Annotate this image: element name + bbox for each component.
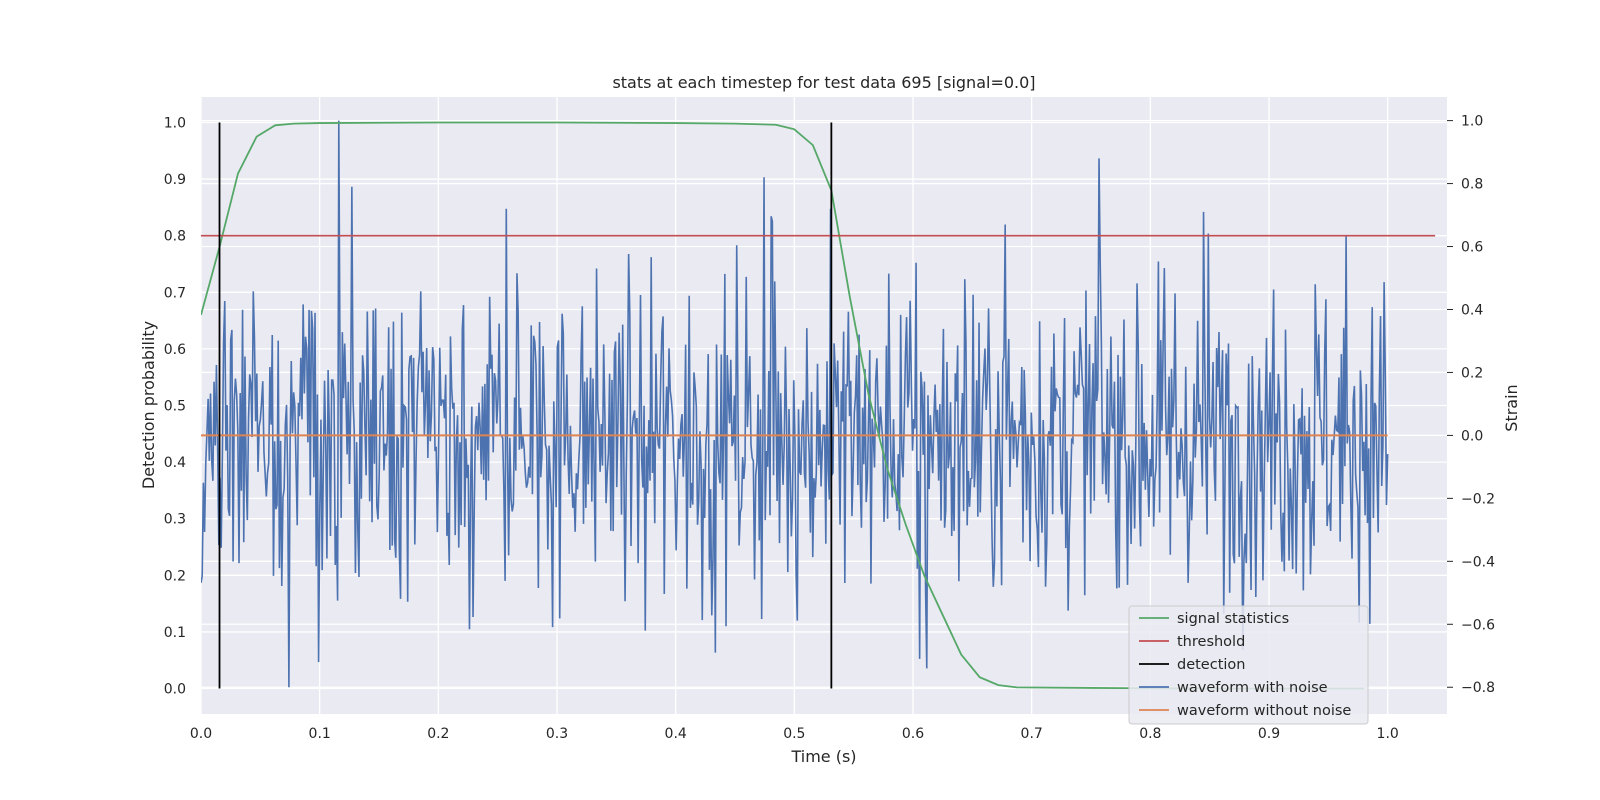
y-tick-label-left: 0.5 <box>164 399 186 415</box>
x-tick-label: 0.3 <box>546 726 568 742</box>
x-tick-label: 1.0 <box>1377 726 1399 742</box>
y-tick-label-left: 0.1 <box>164 625 186 641</box>
y-tick-label-right: 1.0 <box>1461 114 1483 130</box>
y-tick-label-right: 0.0 <box>1461 428 1483 444</box>
legend-label-detection: detection <box>1177 657 1245 673</box>
y-tick-label-right: 0.4 <box>1461 302 1483 318</box>
y-tick-label-right: −0.6 <box>1461 617 1495 633</box>
y-tick-label-right: 0.6 <box>1461 240 1483 256</box>
y-tick-label-left: 0.8 <box>164 229 186 245</box>
x-tick-label: 0.6 <box>902 726 924 742</box>
y-tick-label-right: 0.2 <box>1461 365 1483 381</box>
chart-title: stats at each timestep for test data 695… <box>612 73 1035 92</box>
x-tick-label: 0.4 <box>665 726 687 742</box>
y-tick-label-left: 0.0 <box>164 682 186 698</box>
legend-box <box>1128 605 1369 725</box>
y-tick-label-right: −0.4 <box>1461 554 1495 570</box>
y-tick-label-left: 0.2 <box>164 568 186 584</box>
x-tick-label: 0.9 <box>1258 726 1280 742</box>
y-tick-label-left: 0.7 <box>164 285 186 301</box>
legend-label-signal-statistics: signal statistics <box>1177 611 1289 627</box>
x-tick-label: 0.7 <box>1021 726 1043 742</box>
y-tick-label-right: 0.8 <box>1461 177 1483 193</box>
x-axis-label: Time (s) <box>790 747 856 766</box>
y-tick-label-left: 0.6 <box>164 342 186 358</box>
tick-layer: 0.0 0.1 0.2 0.3 0.4 0.5 0.6 0.7 0.8 0.9 1.0 0.0 0.1 0… <box>164 114 1495 742</box>
x-tick-label: 0.2 <box>427 726 449 742</box>
x-tick-label: 0.1 <box>309 726 331 742</box>
legend-label-waveform-without-noise: waveform without noise <box>1177 703 1351 719</box>
legend-label-threshold: threshold <box>1177 634 1245 650</box>
x-tick-label: 0.0 <box>190 726 212 742</box>
y-tick-label-left: 0.4 <box>164 455 186 471</box>
y-axis-label-left: Detection probability <box>139 321 158 489</box>
y-tick-label-left: 0.9 <box>164 172 186 188</box>
legend: signal statistics threshold detection wa… <box>1128 605 1369 725</box>
y-tick-label-left: 1.0 <box>164 115 186 131</box>
y-tick-label-right: −0.8 <box>1461 680 1495 696</box>
series-layer <box>201 120 1436 690</box>
x-tick-label: 0.5 <box>783 726 805 742</box>
legend-label-waveform-with-noise: waveform with noise <box>1177 680 1328 696</box>
y-tick-label-right: −0.2 <box>1461 491 1495 507</box>
y-axis-label-right: Strain <box>1502 384 1521 431</box>
x-tick-label: 0.8 <box>1139 726 1161 742</box>
series-waveform-with-noise <box>201 120 1389 688</box>
y-tick-label-left: 0.3 <box>164 512 186 528</box>
